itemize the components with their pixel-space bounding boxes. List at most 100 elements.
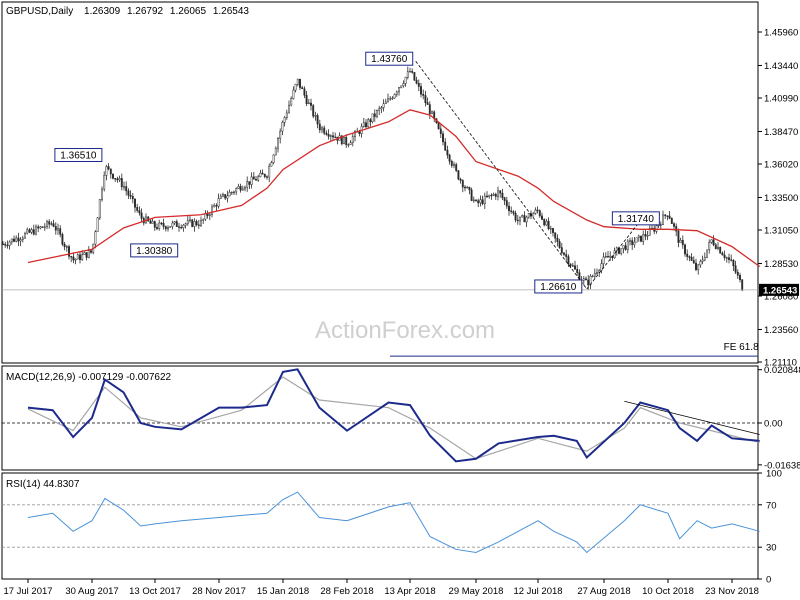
candle-body <box>303 88 306 96</box>
candle-body <box>244 186 246 190</box>
candle-body <box>248 181 251 185</box>
candle-body <box>708 242 711 251</box>
candle-body <box>316 115 319 125</box>
candle-body <box>422 94 425 96</box>
candle-body <box>457 170 460 180</box>
moving-average-line <box>27 109 761 268</box>
candle-body <box>486 195 488 198</box>
candle-body <box>211 206 213 215</box>
candle-body <box>461 180 464 188</box>
candle-body <box>235 188 238 193</box>
price-y-tick-label: 1.36020 <box>764 160 798 171</box>
candle-body <box>367 119 370 128</box>
candle-body <box>6 244 9 247</box>
candle-body <box>497 190 499 197</box>
candle-body <box>131 196 134 200</box>
price-y-tick-label: 1.45960 <box>764 28 798 39</box>
candle-body <box>299 78 301 88</box>
price-y-tick-label: 1.38470 <box>764 127 798 138</box>
candle-body <box>549 228 552 230</box>
candle-body <box>54 226 57 231</box>
candle-body <box>571 265 574 267</box>
candle-body <box>472 199 475 202</box>
candle-body <box>439 128 442 134</box>
candle-body <box>349 142 352 145</box>
macd-y-tick-label: 0.020848 <box>764 365 800 376</box>
candle-body <box>281 122 284 132</box>
annotation-box <box>365 51 414 66</box>
candle-body <box>314 115 317 117</box>
candle-body <box>347 144 350 146</box>
candle-body <box>659 224 662 226</box>
candle-body <box>274 147 277 156</box>
candle-body <box>668 215 671 219</box>
macd-y-tick-label: -0.016389 <box>764 460 800 471</box>
candle-body <box>2 243 4 246</box>
candle-body <box>277 138 279 149</box>
candle-body <box>288 104 290 114</box>
candle-body <box>719 246 722 254</box>
candle-body <box>114 178 117 180</box>
candle-body <box>442 133 444 143</box>
candle-body <box>525 216 528 223</box>
candle-body <box>615 247 618 252</box>
trendline <box>415 60 588 290</box>
candle-body <box>184 223 187 226</box>
candle-body <box>182 224 185 229</box>
price-y-tick-label: 1.26080 <box>764 292 798 303</box>
candle-body <box>398 87 400 93</box>
candle-body <box>180 226 183 229</box>
candle-body <box>32 229 35 235</box>
candle-body <box>446 149 449 156</box>
candle-body <box>140 212 143 219</box>
candle-body <box>538 210 541 217</box>
candle-body <box>85 252 88 258</box>
candle-body <box>626 240 629 250</box>
candle-body <box>365 122 367 128</box>
candle-body <box>393 94 396 99</box>
candle-body <box>222 194 224 197</box>
candle-body <box>296 78 299 85</box>
price-y-tick-label: 1.40990 <box>764 94 798 105</box>
candle-body <box>633 241 636 245</box>
candle-body <box>695 262 697 270</box>
candle-body <box>622 245 625 249</box>
price-y-tick-label: 1.31050 <box>764 226 798 237</box>
candle-body <box>325 132 328 135</box>
candle-body <box>138 210 141 214</box>
candle-body <box>369 119 372 122</box>
candle-body <box>171 222 174 227</box>
candle-body <box>681 240 684 246</box>
candle-body <box>666 215 669 217</box>
candle-body <box>118 178 121 181</box>
candle-body <box>560 247 563 254</box>
macd-title: MACD(12,26,9) -0.007129 -0.007622 <box>6 372 172 383</box>
x-tick-label: 27 Aug 2018 <box>577 586 630 597</box>
candle-body <box>83 252 86 256</box>
x-tick-label: 30 Aug 2017 <box>65 586 118 597</box>
candle-body <box>292 89 295 99</box>
candle-body <box>376 110 378 117</box>
candle-body <box>413 72 416 81</box>
candle-body <box>604 256 607 258</box>
candle-body <box>98 199 101 219</box>
candle-body <box>382 103 385 108</box>
candle-body <box>81 254 84 260</box>
candle-body <box>70 256 73 258</box>
candle-body <box>483 195 486 205</box>
annotation-label: 1.36510 <box>60 150 97 161</box>
candle-body <box>464 186 466 189</box>
candle-body <box>202 218 205 221</box>
candle-body <box>710 239 713 243</box>
candle-body <box>728 257 730 260</box>
candle-body <box>505 200 508 207</box>
candle-body <box>323 127 326 134</box>
rsi-title: RSI(14) 44.8307 <box>6 479 80 490</box>
candle-body <box>631 240 634 245</box>
candle-body <box>389 98 392 100</box>
candle-body <box>290 98 293 106</box>
candle-body <box>690 256 693 261</box>
candle-body <box>167 227 169 230</box>
candle-body <box>354 131 356 138</box>
annotation-box <box>534 279 583 294</box>
